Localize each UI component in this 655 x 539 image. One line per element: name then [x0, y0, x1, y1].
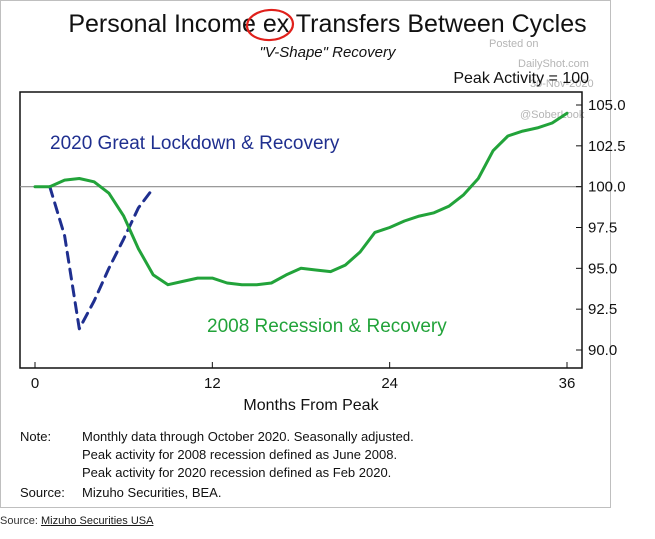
chart-frame: [0, 0, 611, 508]
watermark-site: DailyShot.com: [518, 58, 589, 70]
chart-title: Personal Income ex Transfers Between Cyc…: [68, 10, 587, 38]
watermark-posted-on: Posted on: [489, 38, 539, 50]
note-line-3: Peak activity for 2020 recession defined…: [82, 465, 392, 480]
y-tick-label: 97.5: [588, 220, 617, 237]
footer-source-link[interactable]: Mizuho Securities USA: [40, 515, 154, 527]
peak-activity-note: Peak Activity = 100: [453, 70, 589, 87]
x-tick-label: 24: [381, 375, 398, 392]
annotation-circle: [245, 8, 295, 42]
x-tick-label: 0: [31, 375, 39, 392]
y-tick-label: 100.0: [588, 179, 626, 196]
source-text: Mizuho Securities, BEA.: [82, 485, 222, 500]
y-tick-label: 92.5: [588, 301, 617, 318]
y-tick-label: 102.5: [588, 138, 626, 155]
series-line-2020: [48, 185, 155, 331]
note-label: Note:: [20, 429, 52, 444]
series-line-2008: [33, 111, 569, 287]
note-line-2: Peak activity for 2008 recession defined…: [82, 447, 398, 462]
watermark-handle: @SoberLook: [520, 109, 585, 121]
x-tick-label: 36: [559, 375, 576, 392]
series-label-2020: 2020 Great Lockdown & Recovery: [50, 133, 340, 154]
watermark-date: 30-Nov-2020: [530, 78, 594, 90]
y-tick-label: 105.0: [588, 97, 626, 114]
y-tick-label: 90.0: [588, 342, 617, 359]
footer-source: Source: Mizuho Securities USA: [0, 515, 153, 527]
plot-area: [19, 91, 583, 369]
footer-source-prefix: Source:: [0, 515, 41, 527]
note-line-1: Monthly data through October 2020. Seaso…: [82, 429, 414, 444]
source-label: Source:: [20, 485, 65, 500]
x-axis-label: Months From Peak: [243, 397, 379, 414]
chart-subtitle: "V-Shape" Recovery: [259, 44, 396, 61]
series-label-2008: 2008 Recession & Recovery: [207, 316, 447, 337]
y-tick-label: 95.0: [588, 260, 617, 277]
x-tick-label: 12: [204, 375, 221, 392]
